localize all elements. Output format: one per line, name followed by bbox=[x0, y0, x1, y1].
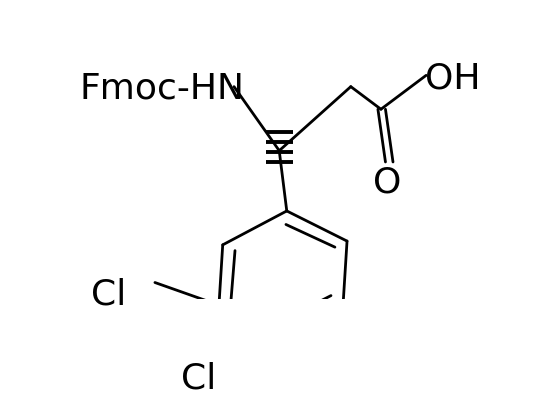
Text: O: O bbox=[373, 166, 402, 200]
Text: OH: OH bbox=[425, 62, 480, 96]
Text: Fmoc-HN: Fmoc-HN bbox=[80, 71, 244, 106]
Text: Cl: Cl bbox=[181, 362, 217, 396]
Text: Cl: Cl bbox=[91, 277, 126, 311]
